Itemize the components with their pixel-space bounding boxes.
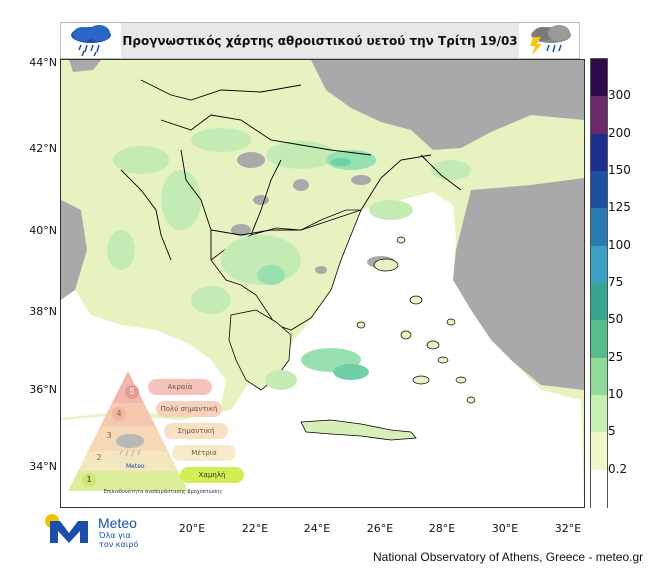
risk-legend: 5 4 3 2 1 Ακραία Πολύ σημαντική Σημαντικ… — [68, 371, 268, 501]
colorbar-label: 75 — [608, 275, 624, 289]
colorbar-segment — [591, 283, 607, 321]
logo-tagline: Όλα για τον καιρό — [99, 531, 139, 549]
logo-name: Meteo — [98, 515, 137, 531]
lat-label: 44°N — [29, 56, 57, 69]
country-borders — [120, 79, 462, 261]
lon-label: 20°E — [178, 522, 206, 535]
colorbar-segment — [591, 59, 607, 97]
colorbar-label: 150 — [608, 163, 631, 177]
colorbar-segment — [591, 96, 607, 135]
precip-colorbar — [590, 58, 608, 508]
colorbar-label: 10 — [608, 387, 624, 401]
legend-level-5-label: Ακραία — [148, 379, 212, 395]
colorbar-segment — [591, 469, 607, 508]
colorbar-segment — [591, 432, 607, 471]
legend-level-4-number: 4 — [112, 407, 126, 421]
legend-caption: Επικινδυνότητα αναπαράστασης βροχόπτωσης — [103, 489, 223, 495]
risk-triangle — [68, 371, 188, 491]
outside-area-east — [453, 178, 584, 390]
footer-credit: National Observatory of Athens, Greece -… — [373, 550, 644, 564]
colorbar-label: 5 — [608, 424, 616, 439]
legend-brand: Meteo — [126, 463, 145, 470]
rain-cloud-icon — [71, 25, 111, 57]
crete-island — [300, 419, 417, 441]
colorbar-segment — [591, 171, 607, 209]
legend-level-1-label: Χαμηλή — [180, 467, 244, 483]
colorbar-label: 200 — [608, 125, 631, 140]
legend-level-2-number: 2 — [96, 453, 102, 462]
lon-label: 22°E — [241, 522, 269, 535]
legend-level-3-number: 3 — [106, 431, 112, 440]
lon-label: 28°E — [428, 522, 456, 535]
lon-label: 24°E — [303, 522, 331, 535]
legend-level-3-label: Σημαντική — [164, 423, 228, 439]
meteo-logo-icon — [45, 514, 88, 543]
colorbar-label: 300 — [608, 88, 631, 103]
legend-level-1-number: 1 — [82, 473, 96, 487]
outside-area-west — [61, 200, 87, 300]
header-bar: Προγνωστικός χάρτης αθροιστικού υετού τη… — [60, 22, 580, 59]
legend-cloud-icon — [116, 434, 144, 457]
header-left-icon-box — [61, 23, 121, 58]
lon-label: 26°E — [366, 522, 394, 535]
colorbar-segment — [591, 320, 607, 359]
header-right-icon-box — [519, 23, 579, 58]
lon-label: 30°E — [491, 522, 519, 535]
page-title: Προγνωστικός χάρτης αθροιστικού υετού τη… — [122, 33, 518, 48]
lat-label: 40°N — [29, 224, 57, 237]
colorbar-segment — [591, 208, 607, 247]
lon-label: 32°E — [554, 522, 582, 535]
legend-level-5-number: 5 — [125, 385, 139, 399]
colorbar-segment — [591, 395, 607, 433]
lat-label: 36°N — [29, 383, 57, 396]
colorbar-label: 50 — [608, 312, 624, 327]
colorbar-label: 100 — [608, 237, 631, 252]
legend-level-4-label: Πολύ σημαντική — [156, 401, 222, 417]
thunderstorm-cloud-icon — [530, 25, 571, 55]
lat-label: 34°N — [29, 460, 57, 473]
colorbar-segment — [591, 133, 607, 172]
lat-label: 42°N — [29, 142, 57, 155]
colorbar-segment — [591, 357, 607, 396]
precip-blobs — [107, 128, 471, 390]
outside-area-north — [311, 60, 584, 150]
legend-level-2-label: Μέτρια — [172, 445, 236, 461]
outside-area-small — [69, 60, 101, 72]
precipitation-map: 5 4 3 2 1 Ακραία Πολύ σημαντική Σημαντικ… — [60, 59, 585, 508]
aegean-islands — [356, 236, 476, 404]
colorbar-segment — [591, 245, 607, 284]
colorbar-label: 0.2 — [608, 461, 628, 476]
colorbar-label: 125 — [608, 200, 631, 215]
lat-label: 38°N — [29, 305, 57, 318]
colorbar-label: 25 — [608, 349, 624, 364]
